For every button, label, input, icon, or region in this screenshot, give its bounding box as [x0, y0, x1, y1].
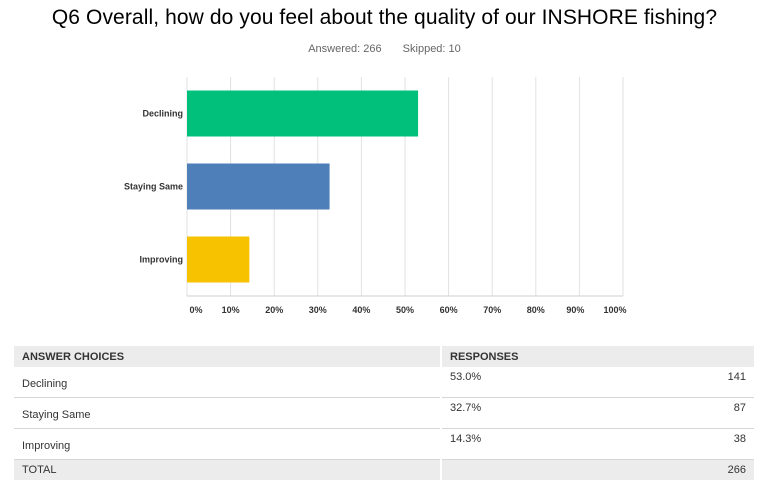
total-label: TOTAL	[14, 460, 441, 480]
response-count: 38	[608, 429, 754, 460]
table-row: Declining 53.0% 141	[14, 367, 754, 398]
answer-choices-header: ANSWER CHOICES	[14, 346, 441, 367]
table-row: Improving 14.3% 38	[14, 429, 754, 460]
responses-table: ANSWER CHOICES RESPONSES Declining 53.0%…	[14, 346, 754, 480]
answer-choice: Declining	[14, 367, 441, 398]
total-spacer	[441, 460, 608, 480]
answer-choice: Improving	[14, 429, 441, 460]
total-count: 266	[608, 460, 754, 480]
x-tick-label: 90%	[566, 305, 584, 315]
response-count: 141	[608, 367, 754, 398]
x-tick-label: 30%	[309, 305, 327, 315]
response-percent: 53.0%	[441, 367, 608, 398]
response-count: 87	[608, 398, 754, 429]
x-tick-label: 20%	[265, 305, 283, 315]
bar	[187, 164, 330, 210]
x-tick-label: 0%	[189, 305, 202, 315]
x-tick-label: 100%	[603, 305, 626, 315]
answer-choice: Staying Same	[14, 398, 441, 429]
x-tick-label: 10%	[222, 305, 240, 315]
total-row: TOTAL 266	[14, 460, 754, 480]
category-label: Declining	[142, 109, 183, 119]
bar	[187, 91, 418, 137]
category-label: Improving	[139, 255, 183, 265]
bar	[187, 237, 249, 283]
response-percent: 14.3%	[441, 429, 608, 460]
x-tick-label: 80%	[527, 305, 545, 315]
responses-header: RESPONSES	[441, 346, 754, 367]
bar-chart: 0% 10% 20% 30% 40% 50% 60% 70% 80% 90% 100% Declini…	[0, 0, 769, 330]
category-label: Staying Same	[124, 182, 183, 192]
table-row: Staying Same 32.7% 87	[14, 398, 754, 429]
x-tick-label: 60%	[440, 305, 458, 315]
response-percent: 32.7%	[441, 398, 608, 429]
x-tick-label: 50%	[396, 305, 414, 315]
x-tick-label: 40%	[352, 305, 370, 315]
x-tick-label: 70%	[483, 305, 501, 315]
